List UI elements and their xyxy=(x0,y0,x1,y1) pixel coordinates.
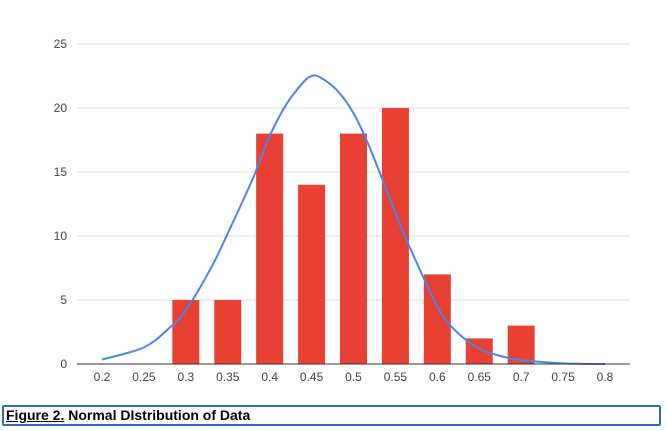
x-tick-label: 0.6 xyxy=(429,370,446,384)
chart: 0 5 10 15 20 25 0.2 0.25 0.3 0.35 0.4 0.45 0.5 0.55 0… xyxy=(54,37,630,384)
y-tick-label: 5 xyxy=(60,293,67,307)
x-tick-label: 0.2 xyxy=(94,370,111,384)
x-tick-label: 0.4 xyxy=(261,370,278,384)
y-tick-label: 10 xyxy=(54,229,68,243)
x-tick-label: 0.25 xyxy=(132,370,156,384)
normal-curve-layer xyxy=(101,74,606,365)
x-axis-ticks: 0.2 0.25 0.3 0.35 0.4 0.45 0.5 0.55 0.6 0.65 0.7 0.… xyxy=(94,370,614,384)
x-tick-label: 0.8 xyxy=(597,370,614,384)
x-tick-label: 0.55 xyxy=(384,370,408,384)
normal-curve xyxy=(101,74,606,365)
x-tick-label: 0.35 xyxy=(216,370,240,384)
y-tick-label: 0 xyxy=(60,357,67,371)
histogram-bar xyxy=(340,133,367,364)
histogram-bar xyxy=(298,184,326,364)
x-tick-label: 0.7 xyxy=(513,370,530,384)
histogram-bar xyxy=(256,133,284,364)
x-tick-label: 0.45 xyxy=(300,370,324,384)
histogram-bar xyxy=(214,300,242,364)
x-tick-label: 0.3 xyxy=(177,370,194,384)
y-tick-label: 20 xyxy=(54,101,68,115)
figure-label: Figure 2. xyxy=(6,407,65,423)
x-tick-label: 0.75 xyxy=(551,370,575,384)
x-tick-label: 0.5 xyxy=(345,370,362,384)
y-axis-ticks: 0 5 10 15 20 25 xyxy=(54,37,68,371)
y-tick-label: 15 xyxy=(54,165,68,179)
histogram-bars xyxy=(172,108,535,364)
figure-caption-text: Normal DIstribution of Data xyxy=(64,407,251,423)
x-tick-label: 0.65 xyxy=(468,370,492,384)
figure-caption: Figure 2. Normal DIstribution of Data xyxy=(2,405,661,426)
y-tick-label: 25 xyxy=(54,37,68,51)
histogram-bar xyxy=(507,325,535,364)
